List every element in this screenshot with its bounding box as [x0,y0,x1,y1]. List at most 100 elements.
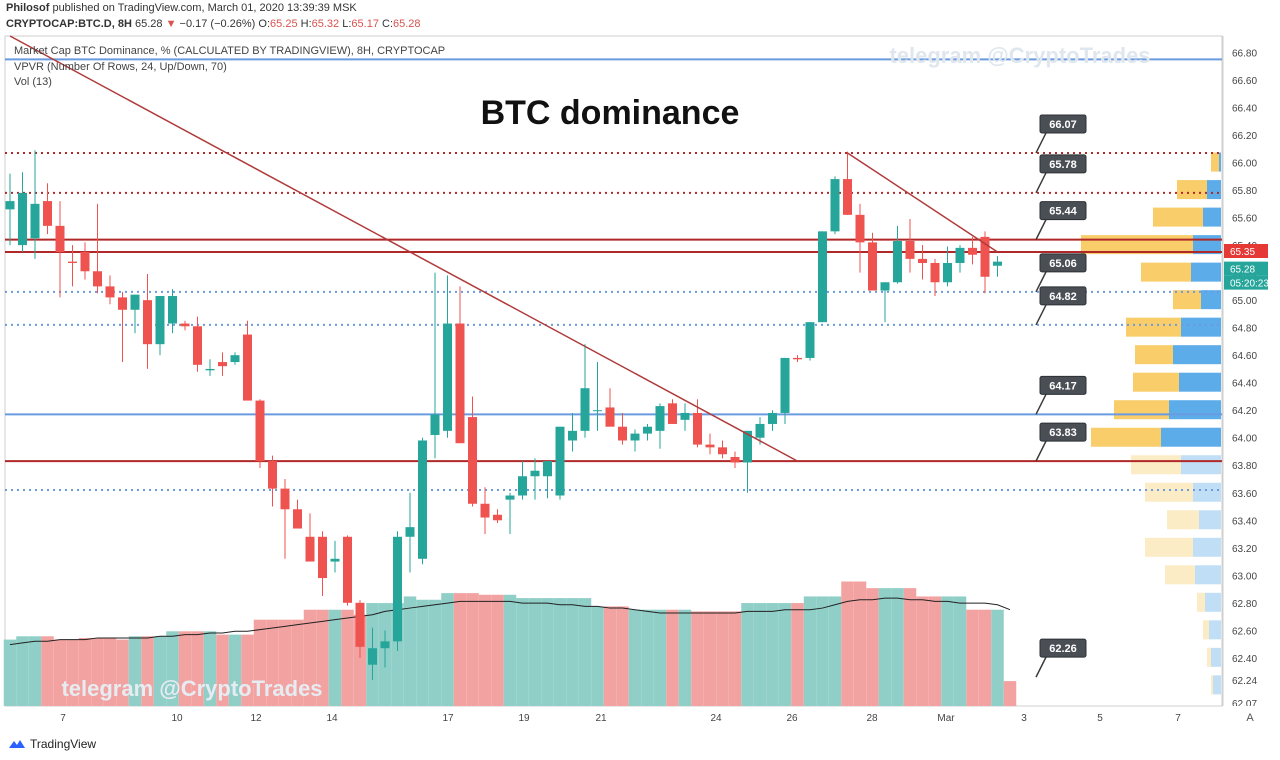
candle-body [30,203,40,239]
time-tick-label: 28 [866,713,878,724]
vpvr-down-bar [1211,675,1213,695]
volume-bar [678,609,692,706]
volume-bar [428,599,442,706]
volume-bar [28,636,42,706]
candle-body [330,558,340,562]
price-tick-label: 65.60 [1232,214,1257,225]
volume-bar [128,636,142,706]
level-tag-label: 62.26 [1049,643,1077,655]
volume-bar [503,594,517,706]
level-tag-box [1039,114,1087,134]
vpvr-down-bar [1211,152,1219,172]
candles-layer [5,150,1002,680]
candle-body [105,286,115,298]
level-tag-label: 64.17 [1049,380,1077,392]
volume-bar [253,619,267,706]
candle-body [818,231,827,323]
candle-body [293,509,302,529]
trendlines-layer [9,35,998,462]
candle-body [805,322,815,358]
level-tag-label: 65.06 [1049,258,1077,270]
candle-body [280,488,290,510]
vpvr-up-bar [1195,565,1221,585]
candle-body [118,297,127,310]
auto-scale-label[interactable]: A [1246,712,1254,724]
volume-bar [891,588,904,706]
level-tag-label: 65.78 [1049,159,1077,171]
volume-bar [53,639,67,706]
candle-body [580,388,590,431]
candle-body [168,296,177,324]
footer-brand[interactable]: TradingView [30,737,97,751]
vpvr-up-bar [1201,290,1221,310]
volume-bar [628,609,642,706]
close-label: C: [382,18,394,30]
time-tick-label: 7 [1175,713,1181,724]
price-tick-label: 63.20 [1232,544,1257,555]
price-tick-label: 64.80 [1232,324,1257,335]
price-tick-label: 64.20 [1232,406,1257,417]
volume-bar [928,596,942,706]
publisher-name[interactable]: Philosof [6,2,50,14]
candle-body [643,426,652,434]
vpvr-up-bar [1209,620,1221,640]
level-tag-label: 64.82 [1049,291,1077,303]
price-tick-label: 66.40 [1232,104,1257,115]
vpvr-up-bar [1181,455,1221,475]
volume-bar [791,603,804,706]
candle-body [255,400,265,462]
candle-body [893,240,902,283]
publish-info: Philosof published on TradingView.com, M… [6,2,357,14]
price-badge-label: 65.35 [1230,247,1255,258]
price-badge-label: 05:20:23 [1230,279,1269,290]
volume-bar [16,636,29,706]
volume-bar [853,581,867,706]
volume-bar [741,603,754,706]
volume-bar [516,598,529,706]
volume-bar [778,603,792,706]
level-tag-label: 63.83 [1049,427,1077,439]
volume-bar [466,593,479,706]
candle-body [205,368,215,371]
axis-corner-button[interactable]: A [1223,706,1279,728]
vpvr-down-bar [1197,592,1205,612]
vpvr-up-bar [1193,482,1221,502]
price-axis: 66.8066.6066.4066.2066.0065.8065.6065.40… [1222,36,1279,710]
vpvr-up-bar [1179,372,1221,392]
volume-bar [878,588,892,706]
candle-body [43,201,52,226]
time-tick-label: 26 [786,713,798,724]
candle-body [55,225,65,252]
volume-bar [303,609,317,706]
trendline [847,152,998,253]
volume-bar [66,639,79,706]
level-tag-box [1039,638,1087,658]
volume-bar [828,596,842,706]
price-badge [1224,243,1268,258]
vpvr-up-bar [1169,400,1221,420]
candle-body [68,261,77,264]
price-badge [1224,261,1268,276]
level-tags-layer: 66.07 65.78 65.44 65.06 64.82 64.17 63.83 62.26 [1035,114,1087,678]
volume-bar [203,631,217,706]
vpvr-up-bar [1173,345,1221,365]
vpvr-down-bar [1145,482,1193,502]
vpvr-up-bar [1207,180,1221,200]
candle-body [830,179,840,232]
vpvr-up-bar [1161,427,1221,447]
volume-bar [266,619,279,706]
volume-bar [341,609,354,706]
time-tick-label: Mar [937,713,955,724]
candle-body [130,294,140,310]
open-label: O: [258,18,271,30]
price-tick-label: 63.60 [1232,489,1257,500]
candle-body [343,536,352,603]
candle-body [605,407,615,427]
candle-body [705,444,715,448]
candle-body [368,648,377,665]
vpvr-up-bar [1193,537,1221,557]
price-tick-label: 62.24 [1232,676,1257,687]
candle-body [505,495,515,500]
volume-bar [228,634,242,706]
